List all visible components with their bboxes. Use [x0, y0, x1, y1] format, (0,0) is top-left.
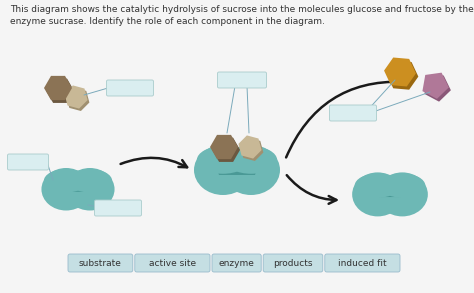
Text: products: products [273, 258, 313, 268]
Ellipse shape [194, 145, 252, 195]
Polygon shape [425, 75, 451, 102]
Ellipse shape [355, 173, 401, 198]
Text: This diagram shows the catalytic hydrolysis of sucrose into the molecules glucos: This diagram shows the catalytic hydroly… [10, 5, 474, 26]
Text: enzyme: enzyme [219, 258, 255, 268]
Ellipse shape [379, 173, 425, 198]
Polygon shape [238, 135, 262, 159]
FancyBboxPatch shape [68, 254, 133, 272]
FancyBboxPatch shape [218, 72, 266, 88]
Polygon shape [44, 76, 72, 100]
Ellipse shape [197, 146, 249, 174]
Polygon shape [240, 138, 264, 161]
Ellipse shape [225, 146, 277, 174]
FancyBboxPatch shape [94, 200, 142, 216]
Polygon shape [210, 135, 238, 159]
Polygon shape [46, 79, 74, 103]
Polygon shape [66, 88, 90, 111]
FancyBboxPatch shape [8, 154, 48, 170]
FancyBboxPatch shape [325, 254, 400, 272]
Polygon shape [207, 157, 237, 167]
Text: induced fit: induced fit [338, 258, 387, 268]
Ellipse shape [65, 168, 115, 210]
Text: substrate: substrate [79, 258, 122, 268]
Polygon shape [64, 85, 88, 109]
FancyBboxPatch shape [135, 254, 210, 272]
Ellipse shape [218, 156, 256, 190]
FancyBboxPatch shape [107, 80, 154, 96]
Ellipse shape [222, 145, 280, 195]
Polygon shape [237, 157, 267, 167]
Ellipse shape [62, 177, 94, 207]
Polygon shape [212, 138, 240, 162]
Polygon shape [422, 73, 449, 99]
Ellipse shape [352, 172, 403, 217]
Ellipse shape [377, 172, 428, 217]
FancyBboxPatch shape [263, 254, 323, 272]
Ellipse shape [68, 169, 112, 193]
Ellipse shape [44, 169, 88, 193]
Ellipse shape [374, 182, 407, 212]
Polygon shape [386, 61, 419, 90]
Polygon shape [65, 183, 91, 192]
FancyBboxPatch shape [212, 254, 261, 272]
Ellipse shape [41, 168, 91, 210]
Text: active site: active site [149, 258, 196, 268]
Polygon shape [215, 163, 259, 175]
FancyBboxPatch shape [329, 105, 376, 121]
Polygon shape [377, 187, 403, 197]
Polygon shape [384, 57, 416, 86]
